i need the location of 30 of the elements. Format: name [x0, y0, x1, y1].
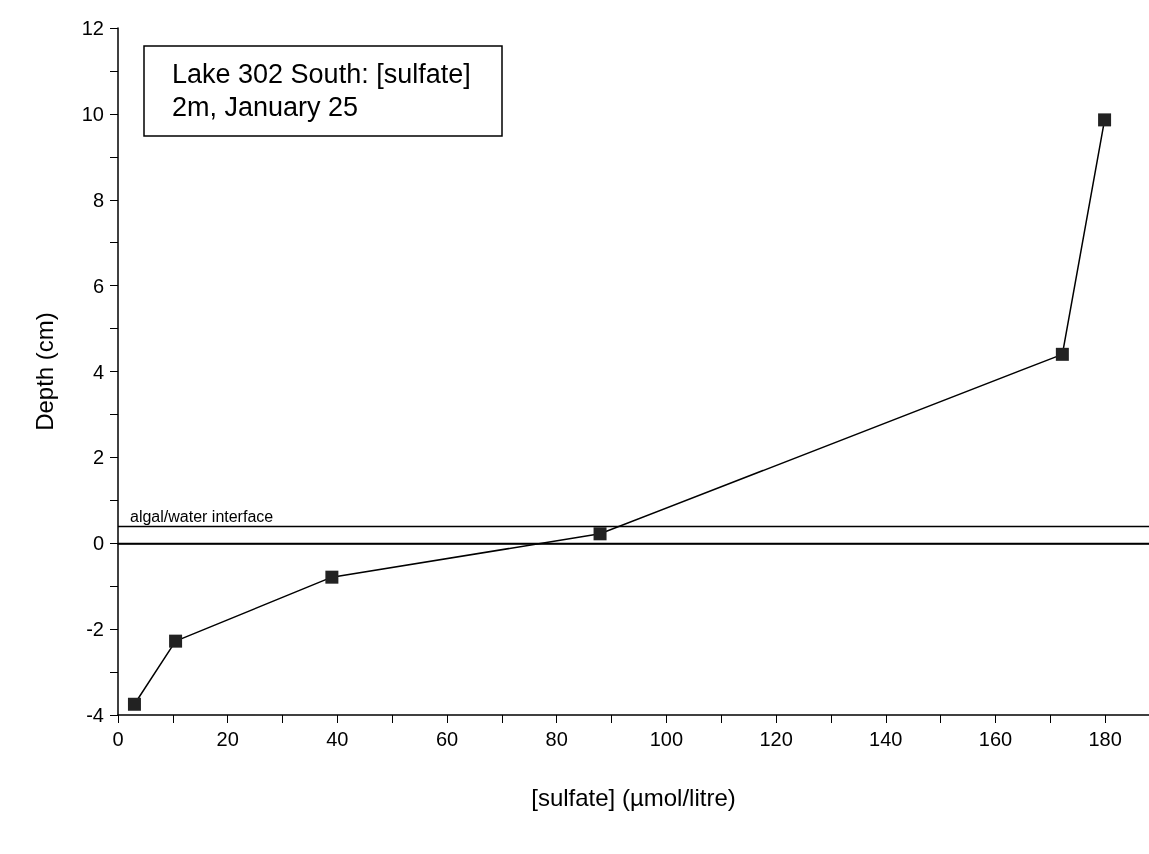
- text: 2m, January 25: [172, 91, 359, 122]
- y-tick-label: 2: [92, 446, 104, 469]
- point: [169, 634, 183, 648]
- x-axis-title: [sulfate] (µmol/litre): [531, 783, 736, 811]
- y-tick-label: 0: [92, 532, 104, 555]
- x-tick-label: 60: [435, 728, 459, 750]
- x-tick-label: 40: [326, 728, 349, 750]
- text: Lake 302 South: [sulfate]: [172, 58, 471, 89]
- x-tick-label: 100: [649, 728, 684, 750]
- x-tick-label: 180: [1088, 728, 1122, 750]
- y-tick-label: 10: [81, 102, 104, 125]
- ref-line-label: algal/water interface: [130, 507, 274, 525]
- point: [325, 570, 339, 584]
- point: [593, 527, 607, 541]
- y-axis-title: Depth (cm): [30, 312, 58, 431]
- y-tick-label: 4: [92, 360, 104, 383]
- point: [1098, 113, 1112, 127]
- y-tick-label: -4: [86, 704, 104, 726]
- y-tick-label: -2: [86, 618, 104, 641]
- x-tick-label: 20: [216, 728, 239, 750]
- y-tick-label: 12: [81, 17, 104, 39]
- x-tick-label: 140: [869, 728, 903, 750]
- point: [127, 697, 141, 711]
- y-tick-label: 6: [92, 274, 104, 297]
- point: [1055, 347, 1069, 361]
- x-tick-label: 160: [978, 728, 1013, 750]
- x-tick-label: 120: [759, 728, 793, 750]
- x-tick-label: 0: [112, 728, 124, 750]
- x-tick-label: 80: [545, 728, 568, 750]
- y-tick-label: 8: [92, 188, 104, 211]
